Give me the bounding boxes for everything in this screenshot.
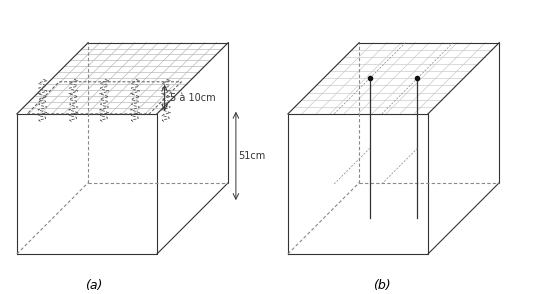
Text: 5 à 10cm: 5 à 10cm <box>170 93 215 103</box>
Text: 51cm: 51cm <box>239 151 266 161</box>
Text: (b): (b) <box>373 279 391 293</box>
Text: (a): (a) <box>84 279 102 293</box>
